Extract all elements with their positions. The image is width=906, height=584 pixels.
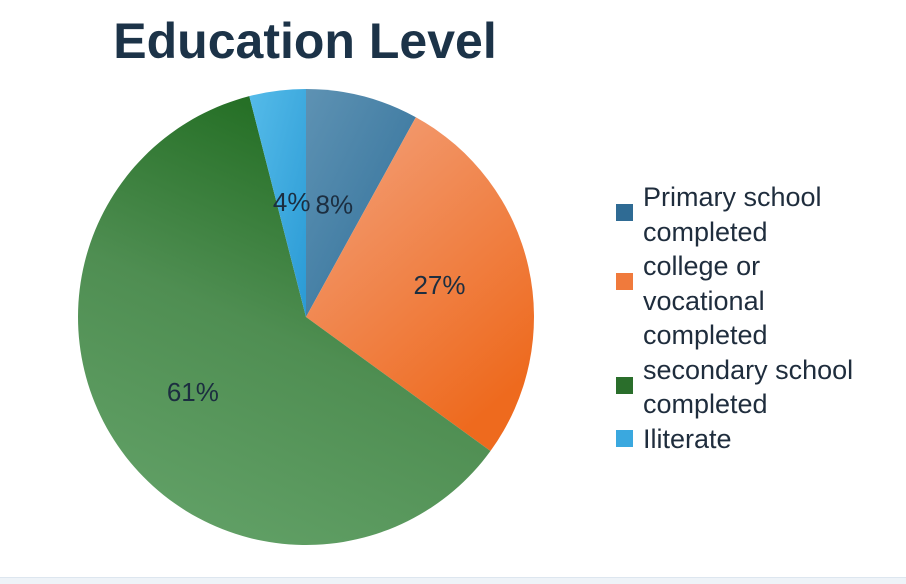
legend-item-illiterate: Iliterate xyxy=(616,422,896,457)
legend-label-college: college or vocational completed xyxy=(643,251,768,350)
chart-legend: Primary school completed college or vocat… xyxy=(616,180,896,456)
legend-swatch-college xyxy=(616,273,633,290)
slice-label-illiterate: 4% xyxy=(273,187,311,217)
slice-label-primary: 8% xyxy=(316,189,354,219)
slice-label-secondary: 61% xyxy=(167,377,219,407)
legend-item-secondary: secondary school completed xyxy=(616,353,896,422)
legend-label-secondary: secondary school completed xyxy=(643,354,854,420)
slice-label-college: 27% xyxy=(413,270,465,300)
bottom-divider xyxy=(0,577,906,584)
legend-label-primary: Primary school completed xyxy=(643,182,822,247)
legend-item-primary: Primary school completed xyxy=(616,180,896,249)
legend-swatch-primary xyxy=(616,204,633,221)
legend-swatch-illiterate xyxy=(616,429,633,447)
legend-label-illiterate: Iliterate xyxy=(643,423,732,454)
chart-title: Education Level xyxy=(113,13,497,69)
pie-slice-primary xyxy=(306,89,416,317)
legend-item-college: college or vocational completed xyxy=(616,249,896,353)
pie-slice-college xyxy=(306,117,535,452)
pie-slice-illiterate xyxy=(249,89,306,317)
pie-slice-secondary xyxy=(78,96,491,545)
legend-swatch-secondary xyxy=(616,376,633,394)
